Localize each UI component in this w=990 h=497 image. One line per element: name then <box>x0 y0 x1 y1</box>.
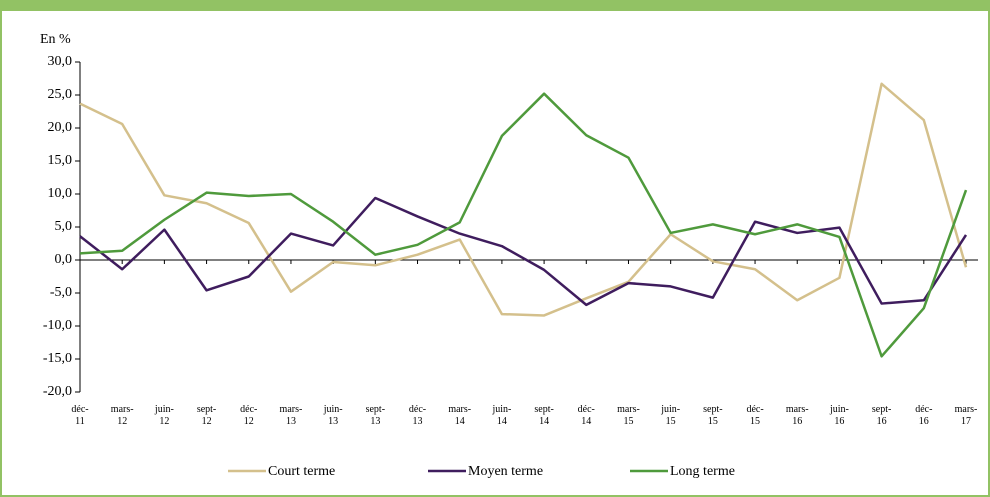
x-tick-label: mars-12 <box>110 404 134 427</box>
x-tick-label: juin-14 <box>492 404 512 427</box>
y-tick-label: 20,0 <box>48 120 73 135</box>
y-tick-label: -5,0 <box>50 285 72 300</box>
x-tick-label: sept-12 <box>196 404 217 427</box>
legend-label: Moyen terme <box>468 464 543 479</box>
x-tick-label: juin-16 <box>829 404 849 427</box>
x-tick-label: juin-15 <box>661 404 681 427</box>
legend-label: Court terme <box>268 464 335 479</box>
y-tick-label: 30,0 <box>48 54 73 69</box>
top-bar <box>0 0 990 10</box>
x-tick-label: juin-12 <box>154 404 174 427</box>
x-tick-label: mars-15 <box>617 404 640 427</box>
y-tick-label: 10,0 <box>48 186 73 201</box>
x-tick-label: mars-13 <box>279 404 303 427</box>
x-tick-label: déc-16 <box>915 404 933 427</box>
y-tick-label: 5,0 <box>55 219 73 234</box>
x-tick-label: déc-14 <box>577 404 595 427</box>
x-tick-label: mars-14 <box>448 404 472 427</box>
y-axis-label: En % <box>40 32 71 47</box>
x-tick-label: sept-15 <box>703 404 723 427</box>
x-tick-label: sept-14 <box>534 404 554 427</box>
x-tick-label: déc-13 <box>408 404 427 427</box>
legend-label: Long terme <box>670 464 735 479</box>
series-line <box>79 196 968 307</box>
frame <box>0 9 990 497</box>
y-tick-label: 25,0 <box>48 87 73 102</box>
y-tick-label: -15,0 <box>43 351 72 366</box>
y-tick-label: -10,0 <box>43 318 72 333</box>
y-tick-label: 15,0 <box>48 153 73 168</box>
x-tick-label: déc-15 <box>746 404 764 427</box>
x-tick-label: mars-17 <box>954 404 978 427</box>
y-tick-label: -20,0 <box>43 384 72 399</box>
x-tick-label: déc-12 <box>240 404 258 427</box>
x-tick-label: déc-11 <box>71 404 89 427</box>
x-tick-label: juin-13 <box>323 404 343 427</box>
y-tick-label: 0,0 <box>55 252 73 267</box>
x-tick-label: mars-16 <box>785 404 809 427</box>
x-tick-label: sept-13 <box>365 404 386 427</box>
series-line <box>79 82 968 317</box>
series-line <box>79 92 968 358</box>
x-tick-label: sept-16 <box>871 404 892 427</box>
